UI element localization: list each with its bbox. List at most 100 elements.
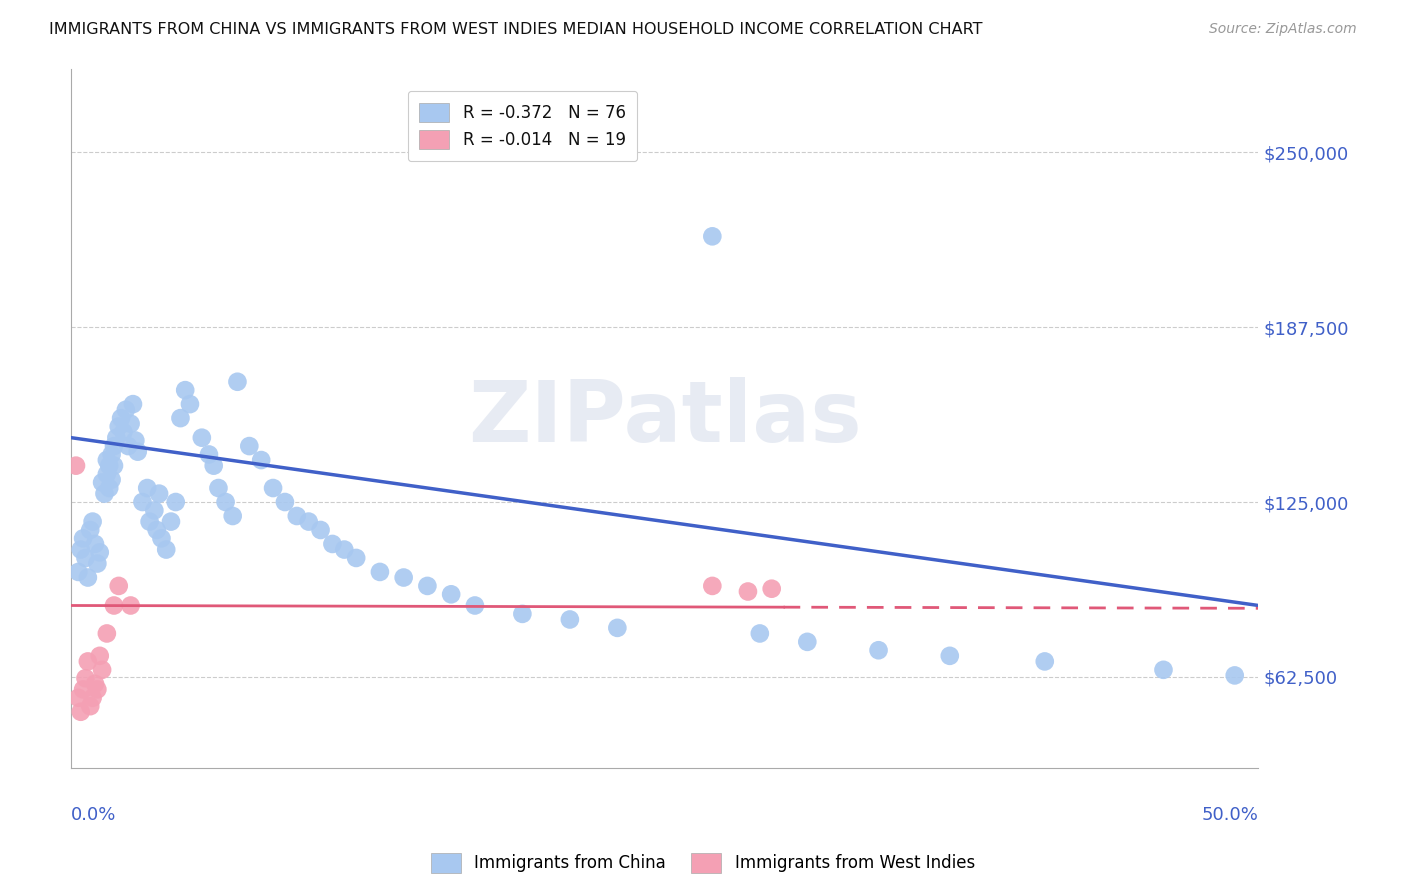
Point [939, 648, 962, 663]
Point [155, 542, 177, 557]
Point [207, 481, 229, 495]
Point [298, 515, 321, 529]
Point [120, 417, 142, 431]
Legend: Immigrants from China, Immigrants from West Indies: Immigrants from China, Immigrants from W… [425, 847, 981, 880]
Legend: R = -0.372   N = 76, R = -0.014   N = 19: R = -0.372 N = 76, R = -0.014 N = 19 [408, 91, 637, 161]
Point [75, 671, 97, 685]
Point [100, 447, 122, 461]
Point [440, 587, 463, 601]
Point [86, 557, 108, 571]
Point [285, 508, 308, 523]
Text: Source: ZipAtlas.com: Source: ZipAtlas.com [1209, 22, 1357, 37]
Point [165, 495, 187, 509]
Point [238, 439, 260, 453]
Point [103, 599, 125, 613]
Point [82, 515, 104, 529]
Point [107, 579, 129, 593]
Point [868, 643, 890, 657]
Point [702, 229, 724, 244]
Point [75, 551, 97, 566]
Point [160, 515, 183, 529]
Point [82, 690, 104, 705]
Point [84, 677, 107, 691]
Point [100, 473, 122, 487]
Point [1033, 655, 1056, 669]
Point [65, 458, 87, 473]
Point [112, 425, 135, 439]
Text: ZIPatlas: ZIPatlas [468, 376, 862, 459]
Text: 0.0%: 0.0% [72, 806, 117, 824]
Point [72, 682, 94, 697]
Point [1153, 663, 1175, 677]
Point [737, 584, 759, 599]
Point [702, 579, 724, 593]
Point [136, 481, 159, 495]
Point [392, 570, 415, 584]
Point [222, 508, 245, 523]
Point [512, 607, 534, 621]
Point [796, 635, 818, 649]
Point [89, 648, 111, 663]
Point [124, 434, 146, 448]
Point [174, 383, 197, 397]
Point [96, 467, 118, 481]
Point [198, 447, 221, 461]
Point [79, 699, 101, 714]
Point [226, 375, 249, 389]
Point [115, 402, 138, 417]
Point [69, 705, 91, 719]
Point [76, 570, 98, 584]
Point [127, 444, 149, 458]
Point [91, 663, 114, 677]
Point [1223, 668, 1246, 682]
Point [117, 439, 139, 453]
Point [169, 411, 191, 425]
Point [145, 523, 167, 537]
Point [333, 542, 356, 557]
Point [79, 523, 101, 537]
Point [103, 439, 125, 453]
Point [202, 458, 225, 473]
Point [250, 453, 273, 467]
Point [748, 626, 770, 640]
Point [91, 475, 114, 490]
Point [150, 532, 173, 546]
Point [103, 458, 125, 473]
Point [148, 486, 170, 500]
Point [107, 419, 129, 434]
Point [93, 486, 115, 500]
Point [67, 565, 90, 579]
Point [120, 599, 142, 613]
Point [416, 579, 439, 593]
Point [67, 690, 90, 705]
Point [131, 495, 153, 509]
Point [143, 503, 166, 517]
Point [105, 431, 128, 445]
Point [72, 532, 94, 546]
Point [179, 397, 201, 411]
Point [122, 397, 145, 411]
Point [96, 626, 118, 640]
Point [84, 537, 107, 551]
Text: IMMIGRANTS FROM CHINA VS IMMIGRANTS FROM WEST INDIES MEDIAN HOUSEHOLD INCOME COR: IMMIGRANTS FROM CHINA VS IMMIGRANTS FROM… [49, 22, 983, 37]
Point [558, 612, 581, 626]
Point [214, 495, 236, 509]
Point [309, 523, 332, 537]
Point [98, 458, 121, 473]
Point [274, 495, 297, 509]
Point [86, 682, 108, 697]
Point [344, 551, 367, 566]
Point [96, 453, 118, 467]
Point [110, 411, 132, 425]
Point [98, 481, 121, 495]
Point [76, 655, 98, 669]
Point [262, 481, 284, 495]
Text: 50.0%: 50.0% [1202, 806, 1258, 824]
Point [138, 515, 160, 529]
Point [321, 537, 343, 551]
Point [89, 545, 111, 559]
Point [464, 599, 486, 613]
Point [69, 542, 91, 557]
Point [368, 565, 391, 579]
Point [606, 621, 628, 635]
